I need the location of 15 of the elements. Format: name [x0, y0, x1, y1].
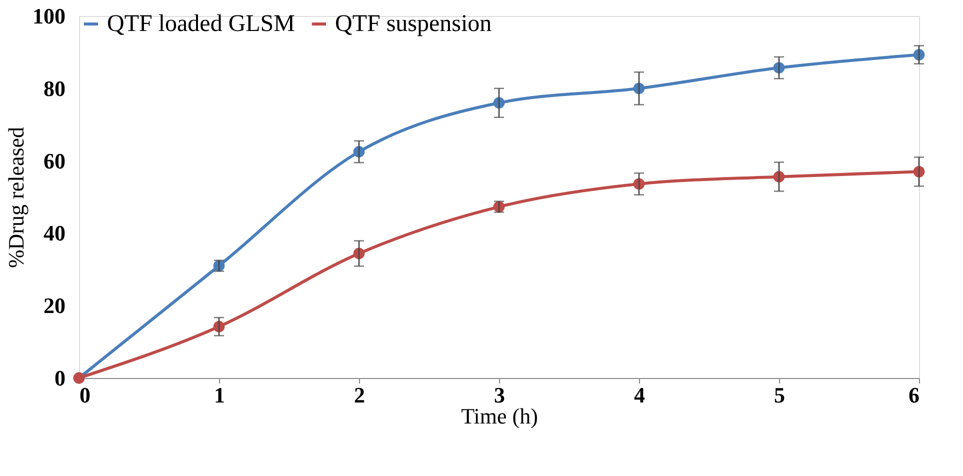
- x-tick-label: 0: [80, 382, 90, 408]
- y-tick-label: 60: [44, 148, 66, 174]
- y-axis-title: %Drug released: [4, 126, 28, 268]
- y-tick-label: 80: [44, 76, 66, 101]
- y-tick-label: 20: [44, 293, 66, 318]
- y-tick-label: 40: [44, 220, 66, 246]
- legend-label: QTF loaded GLSM: [107, 11, 295, 37]
- x-tick-label: 1: [214, 382, 225, 408]
- x-tick-label: 2: [354, 382, 365, 408]
- x-tick-label: 6: [908, 382, 920, 408]
- legend-label: QTF suspension: [335, 11, 492, 37]
- x-tick-label: 4: [634, 382, 645, 408]
- x-tick-label: 5: [774, 382, 785, 408]
- y-tick-label: 0: [54, 366, 66, 390]
- y-tick-label: 100: [32, 4, 66, 28]
